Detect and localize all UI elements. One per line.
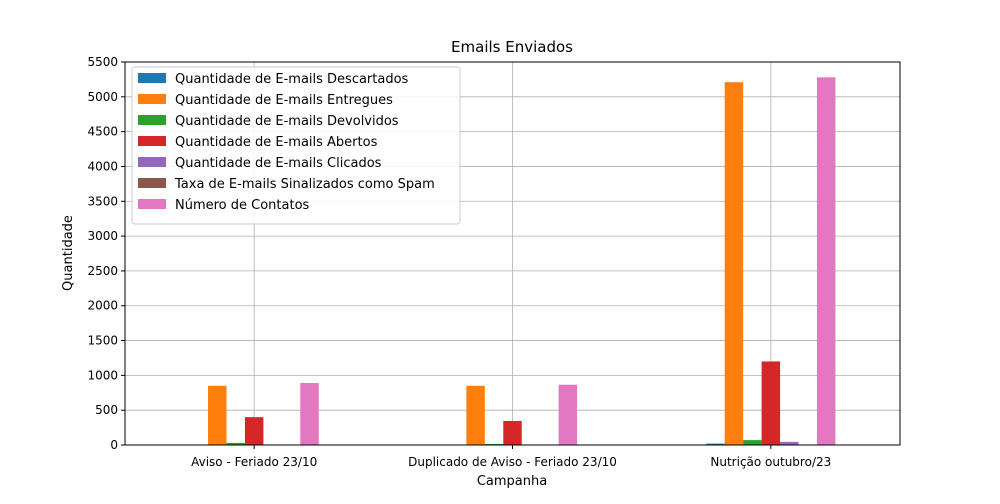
bar: [503, 421, 521, 445]
y-tick-label: 2500: [87, 264, 118, 278]
y-tick-label: 3500: [87, 194, 118, 208]
y-tick-label: 5000: [87, 90, 118, 104]
legend-swatch: [138, 115, 166, 125]
legend-label: Quantidade de E-mails Abertos: [175, 135, 378, 150]
legend-label: Quantidade de E-mails Devolvidos: [175, 114, 399, 129]
y-axis-title: Quantidade: [61, 215, 76, 291]
bar: [743, 440, 761, 445]
x-axis-title: Campanha: [477, 474, 547, 489]
legend-swatch: [138, 199, 166, 209]
y-tick-label: 4500: [87, 125, 118, 139]
legend-swatch: [138, 157, 166, 167]
legend-swatch: [138, 136, 166, 146]
bar: [725, 82, 743, 445]
bar: [559, 385, 577, 445]
legend-label: Quantidade de E-mails Descartados: [175, 72, 409, 87]
legend-label: Quantidade de E-mails Clicados: [175, 156, 382, 171]
legend-label: Número de Contatos: [175, 198, 310, 213]
y-tick-label: 2000: [87, 299, 118, 313]
bar: [466, 386, 484, 445]
y-tick-label: 1000: [87, 368, 118, 382]
x-tick-label: Aviso - Feriado 23/10: [191, 455, 317, 469]
y-tick-label: 0: [110, 438, 118, 452]
bar: [762, 361, 780, 445]
y-tick-label: 500: [95, 403, 118, 417]
y-tick-label: 1500: [87, 334, 118, 348]
chart-title: Emails Enviados: [451, 38, 573, 56]
y-axis-ticks: 0 500 1000 1500 2000 2500 3000 3500 4000 4500 5000…: [87, 55, 125, 452]
y-tick-label: 3000: [87, 229, 118, 243]
legend-swatch: [138, 73, 166, 83]
legend-label: Taxa de E-mails Sinalizados como Spam: [174, 177, 435, 192]
y-tick-label: 4000: [87, 159, 118, 173]
x-tick-label: Nutrição outubro/23: [710, 455, 831, 469]
bar: [300, 383, 318, 445]
legend-swatch: [138, 178, 166, 188]
legend-swatch: [138, 94, 166, 104]
legend: Quantidade de E-mails Descartados Quantid…: [132, 67, 460, 224]
legend-label: Quantidade de E-mails Entregues: [175, 93, 393, 108]
bar: [245, 417, 263, 445]
x-tick-label: Duplicado de Aviso - Feriado 23/10: [408, 455, 617, 469]
y-tick-label: 5500: [87, 55, 118, 69]
bar: [208, 386, 226, 445]
bar: [817, 77, 835, 445]
x-axis-ticks: Aviso - Feriado 23/10 Duplicado de Aviso …: [191, 445, 831, 469]
